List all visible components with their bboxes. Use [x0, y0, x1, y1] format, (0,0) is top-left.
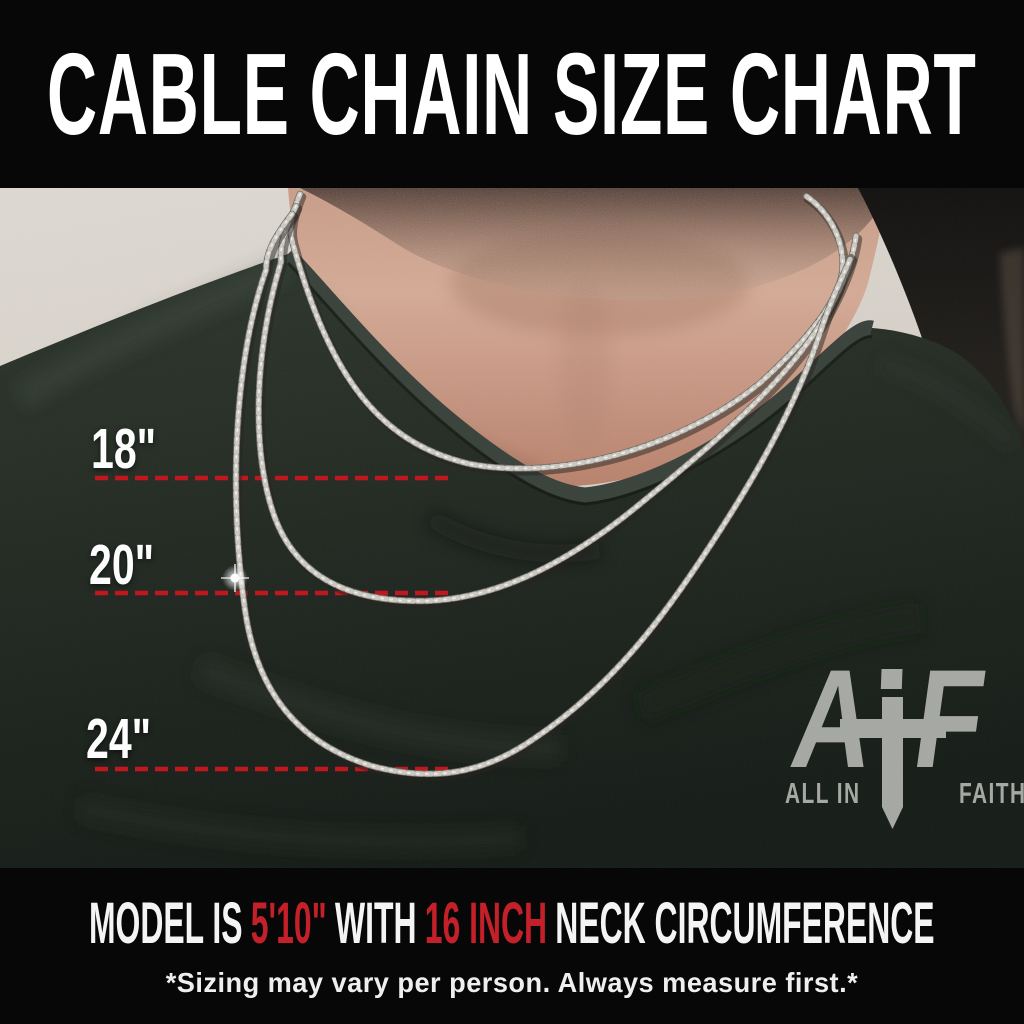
- sizing-disclaimer: *Sizing may vary per person. Always meas…: [165, 967, 859, 998]
- photo-grain: [0, 188, 1024, 868]
- spec-prefix: MODEL IS: [89, 891, 243, 956]
- model-photo: A F ALL IN FAITH: [0, 188, 1024, 868]
- spec-middle: WITH: [335, 891, 417, 956]
- size-marker-24: 24": [86, 707, 152, 771]
- chart-title: CABLE CHAIN SIZE CHART: [47, 29, 977, 159]
- photo-scene: A F ALL IN FAITH: [0, 188, 1024, 868]
- spec-suffix: NECK CIRCUMFERENCE: [555, 891, 935, 956]
- spec-height-value: 5'10": [251, 891, 327, 956]
- model-spec-line: MODEL IS 5'10" WITH 16 INCH NECK CIRCUMF…: [89, 895, 935, 953]
- spec-neck-value: 16 INCH: [424, 891, 548, 956]
- size-marker-20: 20": [89, 533, 155, 597]
- size-marker-18: 18": [91, 417, 157, 481]
- top-banner: CABLE CHAIN SIZE CHART: [0, 0, 1024, 188]
- bottom-banner: MODEL IS 5'10" WITH 16 INCH NECK CIRCUMF…: [0, 868, 1024, 1024]
